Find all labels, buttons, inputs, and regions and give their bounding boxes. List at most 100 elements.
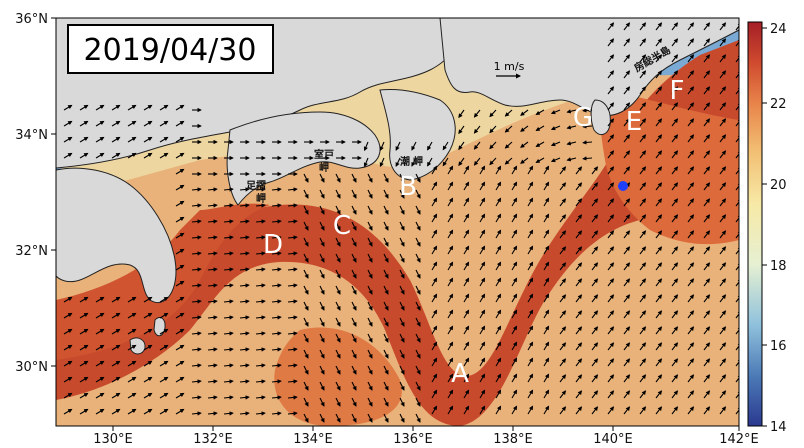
velocity-arrow bbox=[671, 166, 679, 175]
velocity-arrow bbox=[520, 125, 529, 132]
velocity-arrow bbox=[143, 328, 153, 335]
velocity-arrow bbox=[543, 341, 550, 351]
velocity-arrow bbox=[239, 379, 250, 384]
velocity-arrow bbox=[175, 248, 185, 255]
velocity-arrow bbox=[671, 54, 679, 63]
velocity-arrow bbox=[111, 360, 121, 367]
velocity-arrow bbox=[79, 392, 89, 399]
land-island-tanegashima bbox=[153, 317, 166, 337]
velocity-arrow bbox=[703, 294, 711, 303]
velocity-arrow bbox=[191, 251, 202, 256]
velocity-arrow bbox=[303, 221, 309, 231]
velocity-arrow bbox=[255, 315, 266, 320]
velocity-arrow bbox=[335, 301, 341, 311]
velocity-arrow bbox=[559, 166, 567, 175]
velocity-arrow bbox=[415, 269, 421, 279]
velocity-arrow bbox=[639, 38, 647, 47]
velocity-arrow bbox=[303, 349, 309, 359]
velocity-arrow bbox=[671, 118, 679, 127]
velocity-arrow bbox=[399, 333, 405, 343]
velocity-arrow bbox=[687, 70, 695, 79]
scale-arrow: 1 m/s bbox=[494, 60, 525, 79]
velocity-arrow bbox=[543, 389, 550, 399]
velocity-arrow bbox=[623, 134, 631, 143]
velocity-arrow bbox=[719, 198, 727, 207]
velocity-arrow bbox=[79, 136, 89, 143]
velocity-arrow bbox=[703, 262, 711, 271]
velocity-arrow bbox=[111, 296, 121, 303]
velocity-arrow bbox=[175, 216, 185, 223]
velocity-arrow bbox=[623, 374, 631, 383]
velocity-arrow bbox=[671, 406, 679, 415]
velocity-arrow bbox=[351, 333, 357, 343]
velocity-arrow bbox=[207, 379, 218, 384]
velocity-arrow bbox=[655, 374, 663, 383]
velocity-arrow bbox=[415, 333, 421, 343]
velocity-arrow bbox=[607, 102, 615, 111]
velocity-arrow bbox=[550, 141, 561, 147]
velocity-arrow bbox=[271, 315, 282, 320]
velocity-arrow bbox=[95, 136, 105, 143]
velocity-arrow bbox=[671, 374, 679, 383]
velocity-arrow bbox=[623, 326, 631, 335]
velocity-arrow bbox=[175, 312, 185, 319]
velocity-arrow bbox=[95, 360, 105, 367]
velocity-arrow bbox=[575, 198, 583, 207]
velocity-arrow bbox=[703, 374, 711, 383]
place-muroto-1: 室戸 bbox=[314, 148, 334, 161]
velocity-arrow bbox=[543, 357, 550, 367]
velocity-arrow bbox=[79, 104, 89, 111]
velocity-arrow bbox=[623, 22, 631, 31]
velocity-arrow bbox=[719, 390, 727, 399]
velocity-arrow bbox=[458, 157, 465, 167]
velocity-arrow bbox=[111, 328, 121, 335]
velocity-arrow bbox=[111, 152, 121, 159]
velocity-arrow bbox=[566, 157, 577, 162]
velocity-arrow bbox=[363, 141, 369, 152]
velocity-arrow bbox=[703, 22, 711, 31]
velocity-arrow bbox=[351, 285, 357, 295]
velocity-arrow bbox=[575, 278, 583, 287]
velocity-arrow bbox=[303, 333, 309, 343]
velocity-arrow bbox=[639, 198, 647, 207]
velocity-arrow bbox=[287, 283, 298, 288]
velocity-arrow bbox=[719, 406, 727, 415]
velocity-arrow bbox=[95, 392, 105, 399]
velocity-arrow bbox=[159, 152, 169, 159]
velocity-arrow bbox=[671, 102, 679, 111]
velocity-arrow bbox=[287, 251, 298, 256]
velocity-arrow bbox=[367, 285, 373, 295]
velocity-arrow bbox=[703, 86, 711, 95]
velocity-arrow bbox=[175, 264, 185, 271]
velocity-arrow bbox=[719, 374, 727, 383]
velocity-arrow bbox=[527, 197, 534, 207]
velocity-arrow bbox=[655, 22, 663, 31]
velocity-arrow bbox=[143, 344, 153, 351]
velocity-arrow bbox=[479, 293, 486, 303]
velocity-arrow bbox=[383, 413, 389, 423]
velocity-arrow bbox=[431, 357, 438, 367]
velocity-arrow bbox=[319, 413, 325, 423]
velocity-arrow bbox=[575, 326, 583, 335]
velocity-arrow bbox=[127, 120, 137, 127]
velocity-arrow bbox=[671, 70, 679, 79]
velocity-arrow bbox=[559, 214, 567, 223]
velocity-arrow bbox=[575, 374, 583, 383]
velocity-arrow bbox=[639, 214, 647, 223]
velocity-arrow bbox=[479, 309, 486, 319]
velocity-arrow bbox=[335, 173, 341, 183]
velocity-arrow bbox=[703, 342, 711, 351]
velocity-arrow bbox=[575, 358, 583, 367]
velocity-arrow bbox=[559, 374, 567, 383]
velocity-arrow bbox=[207, 315, 218, 320]
land-kyushu bbox=[56, 167, 177, 303]
velocity-arrow bbox=[495, 405, 502, 415]
velocity-arrow bbox=[591, 230, 599, 239]
velocity-arrow bbox=[447, 389, 454, 399]
velocity-arrow bbox=[191, 219, 202, 224]
velocity-arrow bbox=[520, 157, 529, 164]
velocity-arrow bbox=[431, 325, 438, 335]
velocity-arrow bbox=[447, 373, 454, 383]
velocity-arrow bbox=[415, 301, 421, 311]
colorbar-tick-label: 14 bbox=[770, 420, 787, 435]
